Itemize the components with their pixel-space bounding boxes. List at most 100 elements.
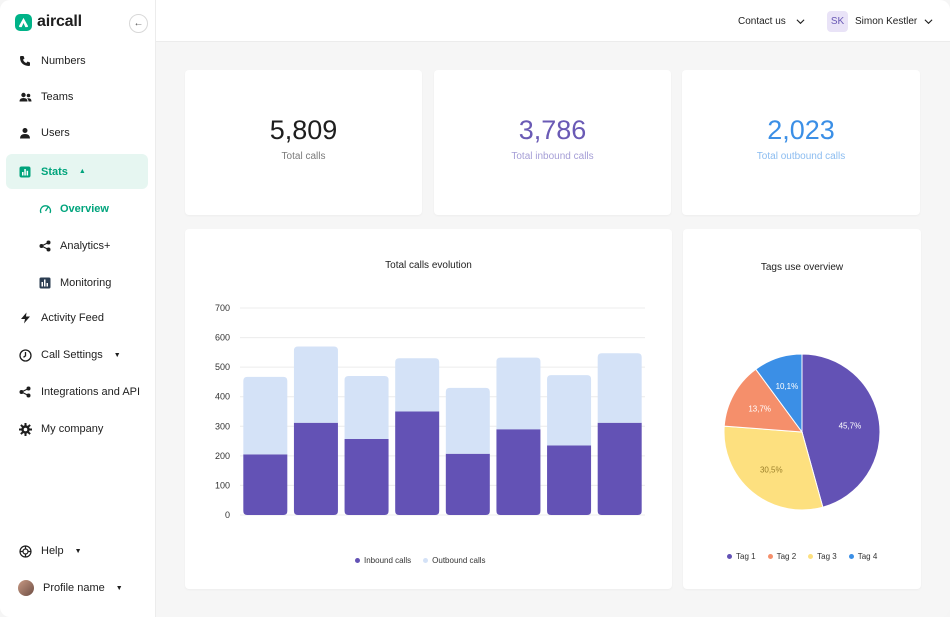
- sidebar-item-numbers[interactable]: Numbers: [6, 44, 148, 78]
- caret-up-icon: ▲: [78, 168, 86, 175]
- sidebar-item-activity-feed[interactable]: Activity Feed: [6, 301, 148, 335]
- sidebar-item-profile[interactable]: Profile name ▼: [6, 571, 148, 605]
- stat-label: Total calls: [281, 151, 326, 162]
- stat-value: 2,023: [767, 115, 835, 145]
- legend-label: Tag 2: [776, 552, 797, 561]
- legend-dot: [808, 554, 814, 559]
- sidebar-item-label: Profile name: [43, 582, 105, 594]
- stat-value: 3,786: [518, 115, 587, 145]
- stat-value: 5,809: [269, 115, 338, 145]
- legend-dot: [355, 558, 360, 563]
- legend-label: Inbound calls: [364, 556, 412, 565]
- people-icon: [18, 90, 32, 104]
- y-tick-label: 600: [215, 333, 230, 343]
- user-name: Simon Kestler: [855, 15, 918, 27]
- bar-inbound[interactable]: [293, 422, 338, 515]
- stat-card-outbound-calls: 2,023 Total outbound calls: [682, 70, 920, 215]
- sidebar-item-label: My company: [41, 423, 104, 435]
- sidebar-item-label: Numbers: [41, 55, 86, 67]
- share-icon: [18, 385, 32, 399]
- bar-inbound[interactable]: [344, 439, 389, 515]
- legend-dot: [848, 554, 854, 559]
- arrow-left-icon: ←: [133, 18, 144, 29]
- stat-card-total-calls: 5,809 Total calls: [185, 70, 422, 215]
- bar-outbound[interactable]: [243, 376, 288, 455]
- contact-us-dropdown[interactable]: Contact us: [738, 0, 805, 42]
- sidebar-item-label: Activity Feed: [41, 312, 104, 324]
- bar-outbound[interactable]: [445, 387, 490, 454]
- user-menu[interactable]: SK Simon Kestler: [827, 0, 933, 42]
- user-avatar: SK: [827, 10, 848, 32]
- sidebar-item-label: Integrations and API: [41, 386, 141, 398]
- pie-chart: 45,7% 30,5% 13,7% 10,1%: [723, 353, 881, 511]
- pie-slice[interactable]: [801, 353, 881, 508]
- pie-slice-label: 30,5%: [760, 465, 783, 474]
- chevron-down-icon: [924, 18, 933, 24]
- bar-inbound[interactable]: [395, 411, 440, 516]
- bar-inbound[interactable]: [547, 445, 592, 515]
- caret-down-icon: ▼: [115, 584, 123, 592]
- sidebar-item-help[interactable]: Help ▼: [6, 534, 148, 568]
- chevron-down-icon: [796, 18, 805, 24]
- legend-item-tag: Tag 4: [848, 552, 877, 561]
- app-name: aircall: [37, 13, 82, 30]
- sidebar-item-stats[interactable]: Stats ▲: [6, 154, 148, 189]
- sidebar-item-users[interactable]: Users: [6, 116, 148, 150]
- sidebar-item-integrations[interactable]: Integrations and API: [6, 375, 148, 409]
- legend-dot: [423, 558, 429, 563]
- bar-outbound[interactable]: [293, 346, 338, 423]
- bar-inbound[interactable]: [445, 453, 490, 515]
- y-tick-label: 500: [215, 362, 230, 372]
- bar-outbound[interactable]: [395, 358, 440, 412]
- legend-label: Outbound calls: [432, 556, 486, 565]
- pie-slice[interactable]: [755, 353, 803, 434]
- stat-label: Total inbound calls: [511, 151, 594, 162]
- user-icon: [18, 126, 32, 140]
- sidebar-subitem-label: Overview: [60, 203, 109, 215]
- bar-outbound[interactable]: [597, 353, 642, 423]
- top-bar: Contact us SK Simon Kestler: [156, 0, 950, 42]
- legend-item-inbound: Inbound calls: [355, 556, 411, 565]
- chart-title: Tags use overview: [760, 262, 844, 273]
- pie-slice[interactable]: [723, 368, 804, 433]
- sidebar-item-my-company[interactable]: My company: [6, 412, 148, 446]
- caret-down-icon: ▼: [113, 351, 121, 359]
- sidebar-item-call-settings[interactable]: Call Settings ▼: [6, 338, 148, 372]
- sidebar-subitem-analytics[interactable]: Analytics+: [38, 234, 110, 258]
- sidebar-subitem-monitoring[interactable]: Monitoring: [38, 271, 111, 295]
- phone-icon: [18, 54, 32, 68]
- lifebuoy-icon: [18, 544, 32, 558]
- legend-label: Tag 3: [817, 552, 837, 561]
- stat-label: Total outbound calls: [756, 151, 846, 162]
- legend-dot: [727, 554, 732, 559]
- bar-outbound[interactable]: [496, 357, 541, 430]
- sidebar-item-teams[interactable]: Teams: [6, 80, 148, 114]
- bar-chart: 0 100 200 300 400 500 600 700: [215, 303, 645, 520]
- legend-item-tag: Tag 2: [767, 552, 797, 561]
- bar-outbound[interactable]: [547, 375, 592, 446]
- bar-outbound[interactable]: [344, 376, 389, 440]
- bar-chart-icon: [18, 165, 32, 179]
- chart-legend: Tag 1 Tag 2 Tag 3 Tag 4: [727, 552, 877, 561]
- tags-overview-card: Tags use overview 45,7% 30,5% 13,7% 10,1% T…: [683, 229, 921, 589]
- clock-icon: [18, 348, 32, 362]
- collapse-sidebar-button[interactable]: ←: [129, 14, 148, 33]
- sidebar-item-label: Users: [41, 127, 70, 139]
- logo[interactable]: aircall: [15, 13, 82, 31]
- bar-inbound[interactable]: [597, 422, 642, 515]
- y-tick-label: 100: [215, 480, 230, 490]
- bar-inbound[interactable]: [496, 429, 541, 515]
- pie-slice-label: 45,7%: [839, 421, 862, 430]
- bar-inbound[interactable]: [243, 454, 288, 515]
- legend-item-tag: Tag 1: [727, 552, 756, 561]
- sidebar-subitem-label: Analytics+: [60, 240, 111, 252]
- chart-title: Total calls evolution: [385, 260, 472, 271]
- pie-slice-label: 10,1%: [776, 382, 799, 391]
- pie-slice[interactable]: [723, 425, 824, 511]
- sidebar-subitem-overview[interactable]: Overview: [38, 197, 109, 221]
- avatar: [18, 580, 34, 596]
- sidebar-item-label: Call Settings: [41, 349, 103, 361]
- pie-slice-label: 13,7%: [748, 405, 771, 414]
- sidebar-item-label: Teams: [41, 91, 74, 103]
